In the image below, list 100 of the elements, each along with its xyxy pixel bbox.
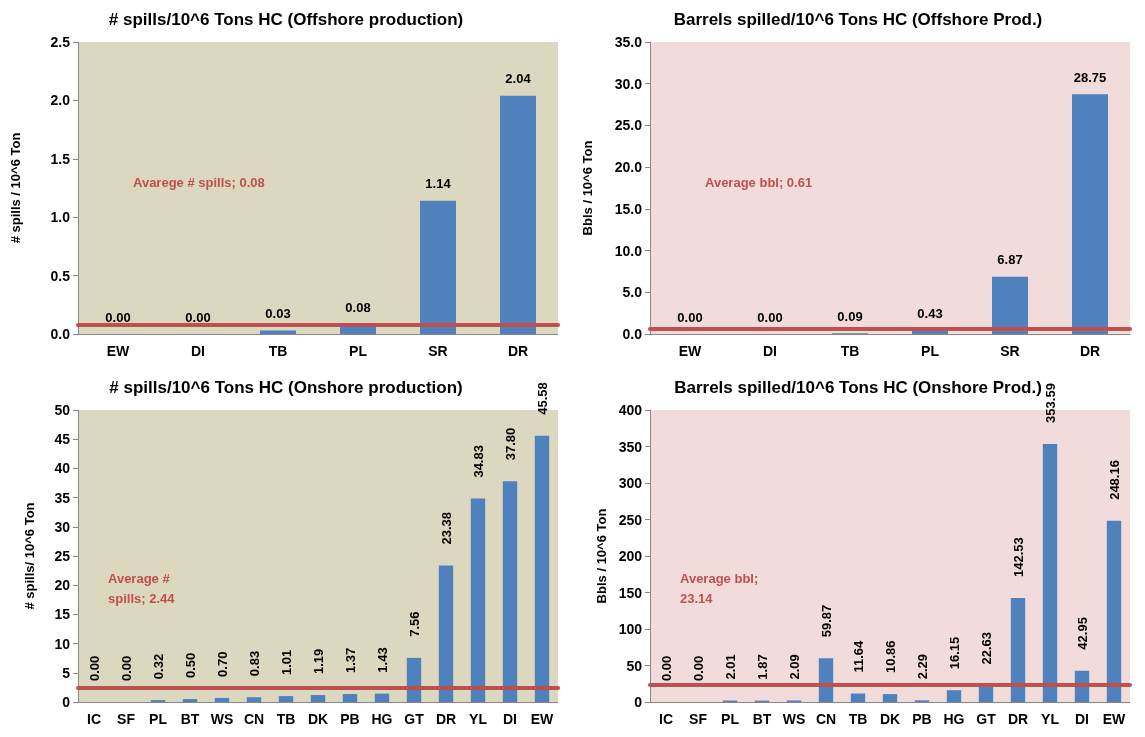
y-tick-label: 1.5	[50, 150, 71, 167]
bar	[182, 699, 198, 702]
data-label: 42.95	[1074, 617, 1090, 650]
x-tick-label: PL	[921, 343, 940, 359]
bar	[1106, 520, 1122, 702]
y-axis-title: # spills / 10^6 Ton	[8, 132, 23, 244]
bar	[470, 498, 486, 702]
bar	[278, 696, 294, 702]
data-label: 0.83	[246, 650, 262, 677]
data-label: 11.64	[850, 639, 866, 673]
y-tick-label: 100	[618, 621, 643, 637]
data-label: 248.16	[1106, 460, 1122, 500]
x-tick-label: TB	[268, 343, 288, 359]
ref-line-label: Average bbl; 23.14	[680, 570, 762, 606]
y-tick-label: 400	[618, 402, 643, 418]
x-tick-label: SF	[117, 711, 136, 727]
x-tick-label: IC	[659, 711, 673, 727]
x-tick-label: DK	[879, 711, 901, 727]
data-label: 0.03	[265, 306, 291, 321]
data-label: 1.01	[278, 649, 294, 676]
x-tick-label: SR	[1000, 343, 1020, 359]
x-tick-label: WS	[782, 711, 806, 727]
y-tick-label: 15.0	[614, 200, 643, 217]
x-tick-label: BT	[752, 711, 772, 727]
data-label: 0.70	[214, 651, 230, 677]
y-tick-label: 1.0	[50, 209, 71, 226]
bar	[374, 693, 390, 702]
data-label: 1.87	[754, 654, 770, 680]
x-tick-label: YL	[469, 711, 488, 727]
data-label: 34.83	[470, 445, 486, 478]
data-label: 1.43	[374, 647, 390, 673]
x-tick-label: TB	[848, 711, 868, 727]
data-label: 0.32	[150, 653, 166, 680]
data-label: 0.09	[837, 308, 863, 324]
x-tick-label: EW	[1102, 711, 1127, 727]
data-label: 0.50	[182, 652, 198, 679]
x-tick-label: PB	[912, 711, 932, 727]
y-axis-title: Bbls / 10^6 Ton	[580, 140, 595, 236]
data-label: 0.00	[677, 309, 703, 325]
data-label: 0.00	[658, 655, 674, 681]
data-label: 1.37	[342, 647, 358, 673]
x-tick-label: CN	[815, 711, 837, 727]
y-tick-label: 15	[54, 606, 71, 623]
data-label: 2.09	[786, 654, 802, 680]
y-tick-label: 5.0	[622, 284, 643, 301]
data-label: 353.59	[1042, 383, 1058, 423]
y-tick-label: 300	[618, 475, 643, 491]
bar	[310, 695, 326, 702]
chart-title: Barrels spilled/10^6 Tons HC (Onshore Prod.)	[674, 378, 1042, 397]
x-tick-label: DK	[307, 711, 329, 727]
y-tick-label: 10.0	[614, 242, 643, 259]
x-tick-label: TB	[840, 343, 860, 359]
y-tick-label: 0	[62, 694, 71, 710]
x-tick-label: HG	[943, 711, 965, 727]
y-tick-label: 20.0	[614, 159, 643, 176]
y-tick-label: 35	[54, 489, 71, 506]
x-tick-label: DR	[507, 343, 529, 359]
x-tick-label: EW	[106, 343, 131, 359]
x-tick-label: SF	[689, 711, 708, 727]
x-tick-label: DR	[435, 711, 457, 727]
y-tick-label: 35.0	[614, 34, 643, 50]
data-label: 10.86	[882, 640, 898, 674]
y-tick-label: 40	[54, 460, 71, 477]
data-label: 7.56	[406, 611, 422, 637]
x-tick-label: DI	[191, 343, 205, 359]
bar	[500, 95, 536, 334]
y-tick-label: 0.5	[50, 267, 71, 284]
bar	[534, 435, 550, 702]
y-tick-label: 50	[626, 657, 643, 674]
y-tick-label: 45	[54, 431, 71, 448]
data-label: 28.75	[1073, 69, 1107, 85]
data-label: 2.01	[722, 654, 738, 680]
data-label: 0.00	[86, 655, 102, 681]
data-label: 0.43	[917, 305, 943, 321]
x-tick-label: PL	[721, 711, 740, 727]
y-tick-label: 5	[62, 664, 71, 681]
data-label: 16.15	[946, 636, 962, 670]
y-tick-label: 150	[618, 584, 643, 601]
y-tick-label: 350	[618, 438, 643, 455]
x-tick-label: YL	[1041, 711, 1060, 727]
x-tick-label: DR	[1007, 711, 1029, 727]
y-tick-label: 20	[54, 577, 71, 594]
data-label: 22.63	[978, 631, 994, 665]
x-tick-label: BT	[180, 711, 200, 727]
bar	[342, 694, 358, 702]
y-tick-label: 0.0	[622, 326, 643, 342]
y-tick-label: 0.0	[50, 326, 71, 342]
x-tick-label: PL	[149, 711, 168, 727]
y-tick-label: 30.0	[614, 75, 643, 92]
data-label: 0.00	[105, 309, 131, 325]
y-tick-label: 25.0	[614, 117, 643, 134]
bar	[420, 200, 456, 334]
bar	[1042, 443, 1058, 702]
x-tick-label: PB	[340, 711, 360, 727]
y-tick-label: 0	[634, 694, 643, 710]
x-tick-label: GT	[976, 711, 997, 727]
y-tick-label: 200	[618, 548, 643, 564]
data-label: 0.00	[757, 309, 783, 325]
data-label: 142.53	[1010, 537, 1026, 577]
data-label: 6.87	[997, 252, 1023, 268]
